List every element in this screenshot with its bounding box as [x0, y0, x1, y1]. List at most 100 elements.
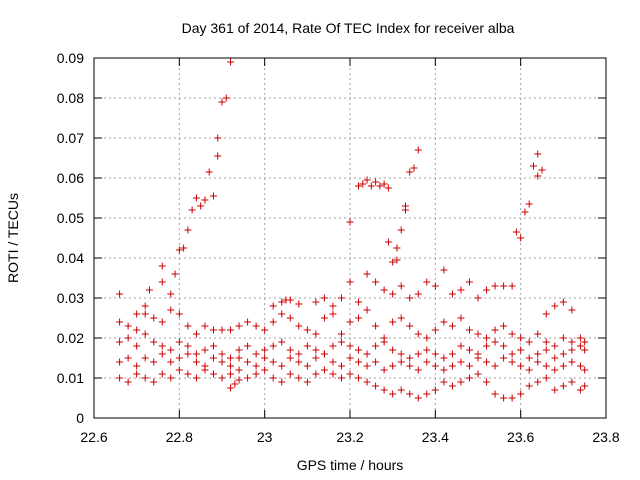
data-point-band-mid-a — [158, 342, 166, 350]
data-point-band-mid-b — [184, 350, 192, 358]
data-point-mid-elevated — [320, 294, 328, 302]
data-point-mid-elevated — [380, 286, 388, 294]
data-point-band-mid-b — [175, 354, 183, 362]
data-point-peak-1 — [231, 380, 239, 388]
y-axis-ticks: 0 0.01 0.02 0.03 0.04 0.05 0.06 0.07 0.08 0.09 — [57, 50, 606, 426]
data-point-peak-2 — [376, 182, 384, 190]
data-point-band-mid-b — [286, 354, 294, 362]
data-point-band-mid-b — [329, 358, 337, 366]
data-point-band-mid-b — [559, 362, 567, 370]
data-point-mid-elevated — [431, 282, 439, 290]
data-point-band-lower — [389, 390, 397, 398]
data-point-band-mid-a — [124, 334, 132, 342]
data-point-band-lower — [517, 390, 525, 398]
data-point-peak-2 — [384, 184, 392, 192]
data-point-band-lower — [227, 370, 235, 378]
data-point-band-mid-b — [218, 358, 226, 366]
data-point-peak-1 — [205, 168, 213, 176]
data-point-peak-2 — [389, 258, 397, 266]
data-point-band-lower — [568, 378, 576, 386]
data-point-peak-1 — [158, 278, 166, 286]
data-point-peak-1 — [133, 310, 141, 318]
data-point-band-lower — [175, 366, 183, 374]
data-point-band-upper — [389, 318, 397, 326]
data-point-peak-1 — [171, 270, 179, 278]
x-tick-label: 22.6 — [80, 429, 107, 445]
data-point-mid-elevated — [406, 294, 414, 302]
data-point-band-upper — [218, 326, 226, 334]
data-point-band-mid-b — [244, 358, 252, 366]
data-point-band-mid-a — [491, 338, 499, 346]
x-tick-label: 23.2 — [336, 429, 363, 445]
data-point-mid-elevated — [372, 278, 380, 286]
data-point-band-lower — [141, 374, 149, 382]
data-point-band-mid-a — [303, 342, 311, 350]
y-tick-label: 0 — [76, 410, 84, 426]
data-point-band-mid-b — [542, 362, 550, 370]
data-point-band-mid-a — [457, 342, 465, 350]
data-point-mid-elevated — [440, 266, 448, 274]
data-point-band-lower — [440, 378, 448, 386]
data-point-band-lower — [542, 374, 550, 382]
x-tick-label: 23.4 — [422, 429, 449, 445]
data-point-mid-elevated — [465, 278, 473, 286]
data-point-band-lower — [534, 378, 542, 386]
data-point-peak-1 — [209, 192, 217, 200]
data-point-band-upper — [158, 318, 166, 326]
plot-frame — [93, 57, 607, 419]
data-point-band-upper — [184, 322, 192, 330]
y-tick-label: 0.06 — [57, 170, 84, 186]
data-point-mid-elevated — [414, 290, 422, 298]
data-point-band-mid-b — [568, 358, 576, 366]
data-point-band-mid-b — [534, 358, 542, 366]
data-point-band-mid-b — [576, 362, 584, 370]
data-point-band-lower — [500, 394, 508, 402]
data-point-band-mid-b — [500, 354, 508, 362]
data-point-band-mid-a — [116, 338, 124, 346]
data-point-band-upper — [124, 322, 132, 330]
data-point-band-mid-a — [184, 342, 192, 350]
data-point-peak-1 — [180, 244, 188, 252]
data-point-band-mid-a — [414, 350, 422, 358]
data-point-band-mid-a — [517, 346, 525, 354]
data-point-band-upper — [278, 310, 286, 318]
data-point-peak-1 — [218, 98, 226, 106]
data-point-band-mid-a — [542, 346, 550, 354]
data-point-band-upper — [312, 330, 320, 338]
data-point-band-mid-a — [209, 342, 217, 350]
data-point-band-mid-a — [372, 342, 380, 350]
data-point-peak-1 — [222, 94, 230, 102]
data-point-mid-elevated — [423, 278, 431, 286]
data-point-peak-1 — [197, 202, 205, 210]
data-point-band-mid-a — [355, 346, 363, 354]
data-point-band-lower — [346, 370, 354, 378]
data-point-band-upper — [414, 330, 422, 338]
data-point-band-upper — [201, 322, 209, 330]
data-point-band-mid-a — [363, 350, 371, 358]
data-point-band-mid-a — [576, 342, 584, 350]
x-axis-label: GPS time / hours — [297, 457, 404, 473]
data-point-mid-elevated — [559, 298, 567, 306]
data-point-band-mid-b — [581, 366, 589, 374]
data-point-peak-3 — [534, 172, 542, 180]
data-point-band-lower — [431, 386, 439, 394]
data-point-band-mid-b — [517, 362, 525, 370]
data-point-peak-1 — [192, 194, 200, 202]
data-point-mid-elevated — [389, 290, 397, 298]
data-point-band-upper — [303, 326, 311, 334]
data-point-band-mid-b — [269, 358, 277, 366]
data-point-band-upper — [355, 314, 363, 322]
data-point-band-mid-a — [269, 342, 277, 350]
data-point-band-mid-a — [465, 346, 473, 354]
data-point-band-lower — [150, 378, 158, 386]
x-tick-label: 23.8 — [592, 429, 619, 445]
data-point-band-lower — [414, 394, 422, 402]
data-point-band-upper — [431, 326, 439, 334]
data-point-band-lower — [457, 378, 465, 386]
data-point-band-upper — [244, 318, 252, 326]
data-point-mid-elevated — [329, 302, 337, 310]
data-point-peak-3 — [529, 162, 537, 170]
data-point-band-lower — [423, 390, 431, 398]
data-point-band-mid-a — [346, 342, 354, 350]
data-point-mid-elevated — [483, 286, 491, 294]
